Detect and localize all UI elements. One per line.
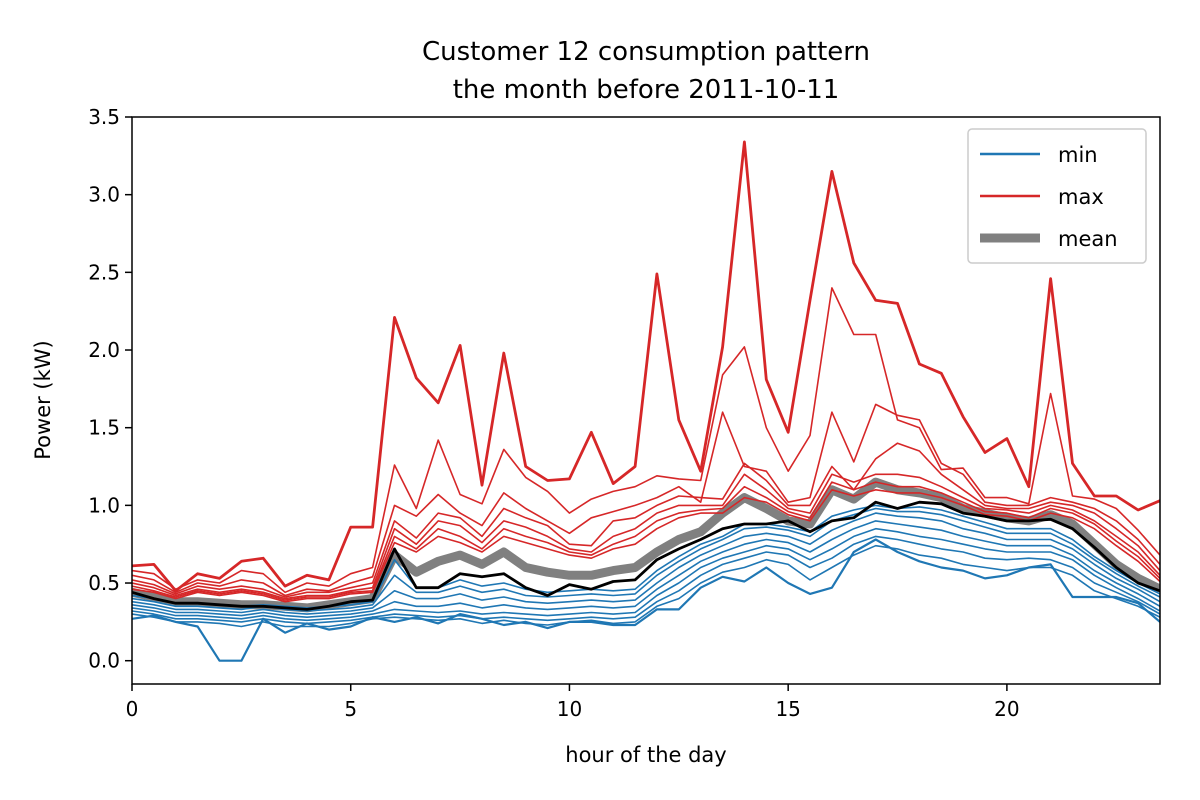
series-line-min-12 — [132, 512, 1160, 615]
series-line-min-11 — [132, 520, 1160, 619]
legend-box — [967, 128, 1147, 264]
chart-title-line-1: Customer 12 consumption pattern — [422, 37, 870, 67]
chart-title: Customer 12 consumption pattern the mont… — [422, 37, 870, 105]
y-tick-label: 0.5 — [88, 571, 120, 595]
x-axis-label: hour of the day — [565, 743, 726, 767]
series-line-min-14 — [132, 504, 1160, 609]
series-line-max-1 — [132, 287, 1160, 594]
y-axis-label: Power (kW) — [31, 340, 55, 459]
x-tick-label: 0 — [126, 697, 139, 721]
series-line-min-9 — [132, 535, 1160, 625]
legend: min max mean — [967, 128, 1147, 264]
series-line-median-16 — [132, 500, 1160, 611]
plot-frame — [131, 116, 1161, 685]
series-line-max-3 — [132, 442, 1160, 598]
x-tick-label: 5 — [344, 697, 357, 721]
legend-label-mean: mean — [1058, 227, 1118, 251]
y-tick-label: 0.0 — [88, 649, 120, 673]
y-tick-label: 2.5 — [88, 260, 120, 284]
x-tick-label: 10 — [557, 697, 582, 721]
series-line-min-13 — [132, 507, 1160, 612]
chart-title-line-2: the month before 2011-10-11 — [453, 75, 840, 105]
legend-label-min: min — [1058, 143, 1098, 167]
series-line-max-4 — [132, 473, 1160, 600]
x-tick-label: 15 — [775, 697, 800, 721]
legend-label-max: max — [1058, 185, 1104, 209]
y-tick-label: 2.0 — [88, 338, 120, 362]
y-tick-label: 3.5 — [88, 105, 120, 129]
series-line-min-8 — [132, 544, 1160, 628]
series-line-max-6 — [132, 488, 1160, 603]
y-axis: 0.0 0.5 1.0 1.5 2.0 2.5 3.0 3.5 — [88, 105, 132, 673]
y-tick-label: 3.0 — [88, 183, 120, 207]
x-tick-label: 20 — [994, 697, 1019, 721]
x-axis: 0 5 10 15 20 — [126, 684, 1020, 721]
series-line-max-0 — [132, 140, 1160, 593]
series-layer — [132, 140, 1160, 662]
y-tick-label: 1.5 — [88, 416, 120, 440]
series-line-max-2 — [132, 403, 1160, 597]
y-tick-label: 1.0 — [88, 493, 120, 517]
series-line-min-7 — [132, 538, 1160, 662]
series-line-max-5 — [132, 481, 1160, 601]
series-line-min-10 — [132, 527, 1160, 622]
